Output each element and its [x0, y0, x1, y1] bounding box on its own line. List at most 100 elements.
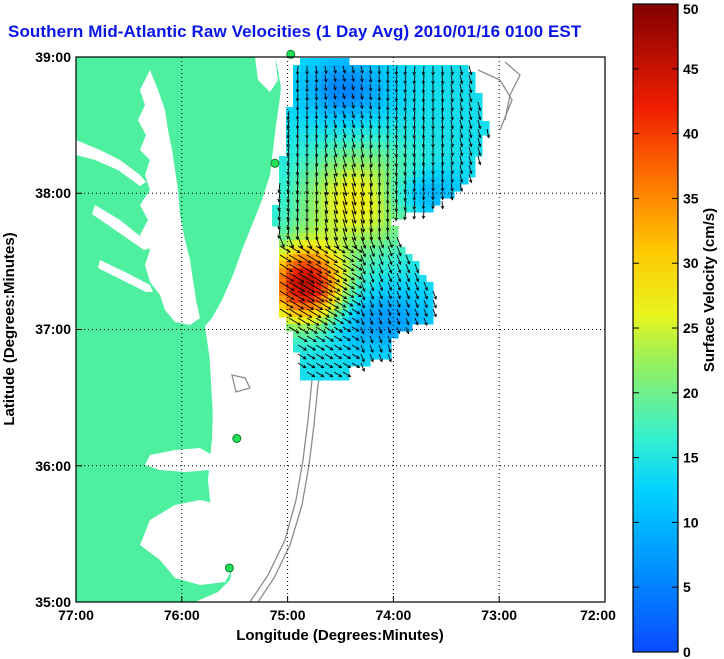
velocity-arrowhead	[360, 134, 365, 139]
velocity-arrow	[441, 155, 444, 166]
velocity-cell	[419, 205, 427, 213]
velocity-cell	[286, 254, 294, 262]
velocity-arrowhead	[415, 278, 420, 283]
velocity-arrow	[333, 137, 337, 148]
velocity-cell	[293, 240, 301, 248]
velocity-arrow	[351, 272, 363, 280]
velocity-arrow	[369, 110, 372, 119]
velocity-cell	[391, 331, 399, 339]
velocity-cell	[328, 268, 336, 276]
velocity-cell	[307, 296, 315, 304]
velocity-arrow	[450, 155, 454, 165]
velocity-cell	[419, 135, 427, 143]
velocity-arrow	[477, 101, 481, 111]
velocity-cell	[314, 156, 322, 164]
velocity-cell	[433, 184, 441, 192]
velocity-arrowhead	[477, 134, 482, 139]
velocity-arrow	[351, 119, 355, 128]
velocity-cell	[426, 289, 434, 297]
velocity-arrow	[413, 182, 416, 192]
velocity-arrow	[369, 254, 375, 266]
velocity-cell	[349, 184, 357, 192]
velocity-cell	[454, 79, 462, 87]
velocity-arrowhead	[295, 153, 300, 158]
velocity-cell	[356, 296, 364, 304]
velocity-arrowhead	[324, 172, 329, 177]
velocity-arrowhead	[343, 163, 347, 168]
velocity-arrow	[333, 92, 336, 99]
velocity-cell	[405, 121, 413, 129]
velocity-arrow	[342, 155, 347, 167]
velocity-arrowhead	[370, 358, 374, 363]
velocity-arrow	[351, 110, 355, 119]
velocity-arrow	[278, 191, 281, 202]
velocity-arrow	[324, 317, 336, 325]
velocity-arrow	[441, 200, 444, 209]
velocity-arrowhead	[440, 107, 445, 112]
velocity-cell	[363, 261, 371, 269]
velocity-cell	[454, 163, 462, 171]
velocity-cell	[307, 212, 315, 220]
velocity-cell	[328, 128, 336, 136]
velocity-cell	[433, 114, 441, 122]
velocity-arrow	[450, 92, 454, 102]
land-mass	[76, 57, 281, 602]
velocity-arrow	[315, 101, 318, 110]
velocity-cell	[286, 149, 294, 157]
velocity-cell	[419, 65, 427, 73]
velocity-arrowhead	[351, 78, 355, 83]
velocity-cell	[363, 282, 371, 290]
velocity-arrowhead	[421, 188, 426, 192]
velocity-cell	[349, 107, 357, 115]
velocity-arrow	[288, 263, 303, 273]
velocity-cell	[370, 303, 378, 311]
velocity-arrowhead	[397, 269, 402, 274]
velocity-arrowhead	[396, 321, 401, 326]
velocity-cell	[377, 289, 385, 297]
velocity-cell	[363, 128, 371, 136]
velocity-cell	[391, 268, 399, 276]
velocity-cell	[440, 149, 448, 157]
velocity-cell	[349, 79, 357, 87]
velocity-arrow	[369, 137, 372, 148]
velocity-arrowhead	[394, 144, 399, 149]
velocity-cell	[398, 149, 406, 157]
velocity-cell	[342, 282, 350, 290]
velocity-cell	[454, 184, 462, 192]
velocity-cell	[370, 345, 378, 353]
velocity-arrowhead	[369, 135, 373, 139]
velocity-cell	[391, 317, 399, 325]
velocity-cell	[293, 65, 301, 73]
velocity-cell	[321, 128, 329, 136]
velocity-cell	[377, 254, 385, 262]
velocity-arrowhead	[295, 330, 300, 334]
velocity-cell	[342, 310, 350, 318]
velocity-cell	[300, 219, 308, 227]
velocity-arrowhead	[412, 107, 417, 112]
velocity-cell	[321, 254, 329, 262]
velocity-cell	[370, 156, 378, 164]
velocity-cell	[335, 191, 343, 199]
velocity-cell	[412, 86, 420, 94]
velocity-arrowhead	[356, 319, 360, 323]
velocity-cell	[349, 86, 357, 94]
velocity-arrowhead	[314, 134, 319, 139]
velocity-cell	[370, 247, 378, 255]
velocity-arrowhead	[350, 258, 355, 262]
y-tick-label: 39:00	[35, 49, 71, 65]
velocity-arrow	[351, 263, 363, 271]
velocity-cell	[335, 310, 343, 318]
velocity-arrowhead	[342, 304, 347, 308]
velocity-cell	[419, 317, 427, 325]
x-tick-label: 74:00	[375, 607, 411, 623]
velocity-arrowhead	[343, 278, 348, 282]
velocity-arrow	[279, 281, 295, 291]
velocity-arrowhead	[388, 358, 392, 363]
velocity-cell	[391, 65, 399, 73]
velocity-arrow	[414, 272, 419, 282]
velocity-cell	[433, 128, 441, 136]
velocity-arrow	[297, 353, 307, 360]
velocity-arrow	[342, 182, 347, 196]
velocity-arrowhead	[323, 96, 328, 101]
velocity-cell	[398, 324, 406, 332]
